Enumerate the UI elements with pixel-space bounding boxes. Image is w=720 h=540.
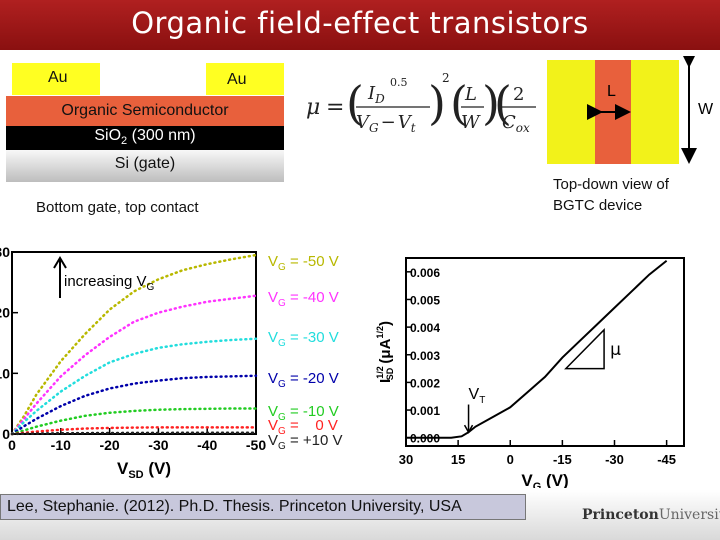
x-tick-label: -50	[246, 437, 266, 453]
x-tick-label: -30	[605, 452, 624, 467]
eq-num2: L	[464, 84, 477, 105]
eq-mu: μ	[306, 95, 320, 120]
y-tick-label: 20	[0, 305, 10, 321]
output-legend-label: VG = -20 V	[268, 370, 339, 390]
output-x-axis-label: VSD (V)	[117, 459, 171, 481]
eq-outer-power: 2	[442, 71, 450, 85]
eq-paren-left: (	[346, 76, 364, 130]
output-legend-label: VG = 0 V	[268, 417, 338, 437]
oxide-label: SiO2 (300 nm)	[94, 127, 196, 148]
output-series-line	[10, 294, 258, 436]
y-tick-label: 10	[0, 365, 10, 381]
transfer-plot-frame	[405, 257, 685, 447]
device-cross-section: Au Au Organic Semiconductor SiO2 (300 nm…	[6, 62, 284, 192]
x-tick-label: 0	[8, 437, 16, 453]
semiconductor-label: Organic Semiconductor	[61, 102, 229, 119]
eq-num3: 2	[513, 84, 524, 105]
x-tick-label: 15	[451, 452, 465, 467]
x-tick-label: 0	[507, 452, 514, 467]
cross-section-caption: Bottom gate, top contact	[36, 199, 199, 216]
eq-equals: =	[326, 95, 344, 120]
y-tick-label: 0.006	[410, 266, 440, 280]
transfer-characteristics-plot: 30 15 0 -15 -30 -450.0000.0010.0020.0030.0040…	[375, 257, 685, 488]
y-tick-label: 0.002	[410, 376, 440, 390]
eq-paren-left-3: (	[494, 76, 512, 130]
output-series-line	[10, 337, 258, 436]
threshold-voltage-label: VT	[469, 386, 486, 406]
slope-triangle	[564, 328, 605, 370]
eq-num1-sup: 0.5	[390, 76, 408, 89]
output-legend-label: VG = -40 V	[268, 289, 339, 309]
y-tick-label: 0.001	[410, 404, 440, 418]
output-legend-label: VG = -50 V	[268, 253, 339, 273]
eq-paren-left-2: (	[450, 76, 468, 130]
slope-label: μ	[610, 340, 621, 360]
increasing-vg-arrowhead	[53, 256, 67, 269]
gate-layer	[6, 150, 284, 182]
output-series-line	[10, 253, 258, 436]
oxide-layer	[6, 126, 284, 150]
transfer-curve	[406, 259, 668, 439]
eq-den3: Cox	[502, 112, 530, 135]
mobility-equation: μ = ( ID 0.5 VG − Vt ) 2 ( L W ) ( 2 Cox	[304, 64, 538, 142]
au-contact-right: Au	[206, 63, 284, 95]
top-view-right-contact	[631, 60, 679, 164]
y-tick-label: 0.003	[410, 349, 440, 363]
output-series-line	[10, 426, 258, 436]
citation-box: Lee, Stephanie. (2012). Ph.D. Thesis. Pr…	[0, 494, 526, 520]
output-series-line	[10, 431, 258, 436]
x-tick-label: -45	[657, 452, 676, 467]
eq-paren-right: )	[428, 76, 446, 130]
output-characteristics-plot: 0 -10 -20 -30 -40 -50 0 10 20 30 VSD (V) increasing…	[0, 244, 343, 481]
au-contact-left: Au	[12, 63, 100, 95]
increasing-vg-label: increasing VG	[64, 273, 155, 293]
top-view-diagram: L	[545, 56, 720, 166]
output-series-line	[10, 374, 258, 436]
title-bar	[0, 0, 720, 50]
width-label: W	[698, 101, 714, 118]
semiconductor-layer	[6, 96, 284, 128]
output-legend-label: VG = -10 V	[268, 403, 339, 423]
x-tick-label: -30	[148, 437, 168, 453]
y-tick-label: 0	[2, 426, 10, 442]
transfer-x-axis-label: VG (V)	[521, 471, 568, 488]
x-tick-label: -40	[197, 437, 217, 453]
x-tick-label: -15	[553, 452, 572, 467]
y-tick-label: 30	[0, 244, 10, 260]
x-tick-label: 30	[399, 452, 413, 467]
x-tick-label: -20	[99, 437, 119, 453]
y-tick-label: 0.004	[410, 321, 440, 335]
output-series-line	[10, 407, 258, 436]
eq-num1: ID	[367, 83, 385, 106]
gate-label: Si (gate)	[114, 155, 176, 172]
eq-paren-right-2: )	[482, 76, 500, 130]
threshold-arrowhead	[463, 424, 474, 434]
eq-den2: W	[461, 112, 481, 133]
transfer-y-axis-label: I1/2SD (μA1/2)	[375, 321, 395, 383]
top-view-caption: Top-down view of BGTC device	[553, 176, 669, 214]
output-plot-frame	[11, 251, 257, 435]
au-label-left: Au	[48, 69, 68, 86]
au-label-right: Au	[227, 71, 247, 88]
slide-title: Organic field-effect transistors	[131, 6, 589, 40]
output-legend-label: VG = -30 V	[268, 329, 339, 349]
y-tick-label: 0.005	[410, 293, 440, 307]
x-tick-label: -10	[51, 437, 71, 453]
length-label: L	[607, 83, 616, 100]
output-legend-label: VG = +10 V	[268, 432, 343, 452]
eq-den1: VG − Vt	[356, 112, 416, 135]
